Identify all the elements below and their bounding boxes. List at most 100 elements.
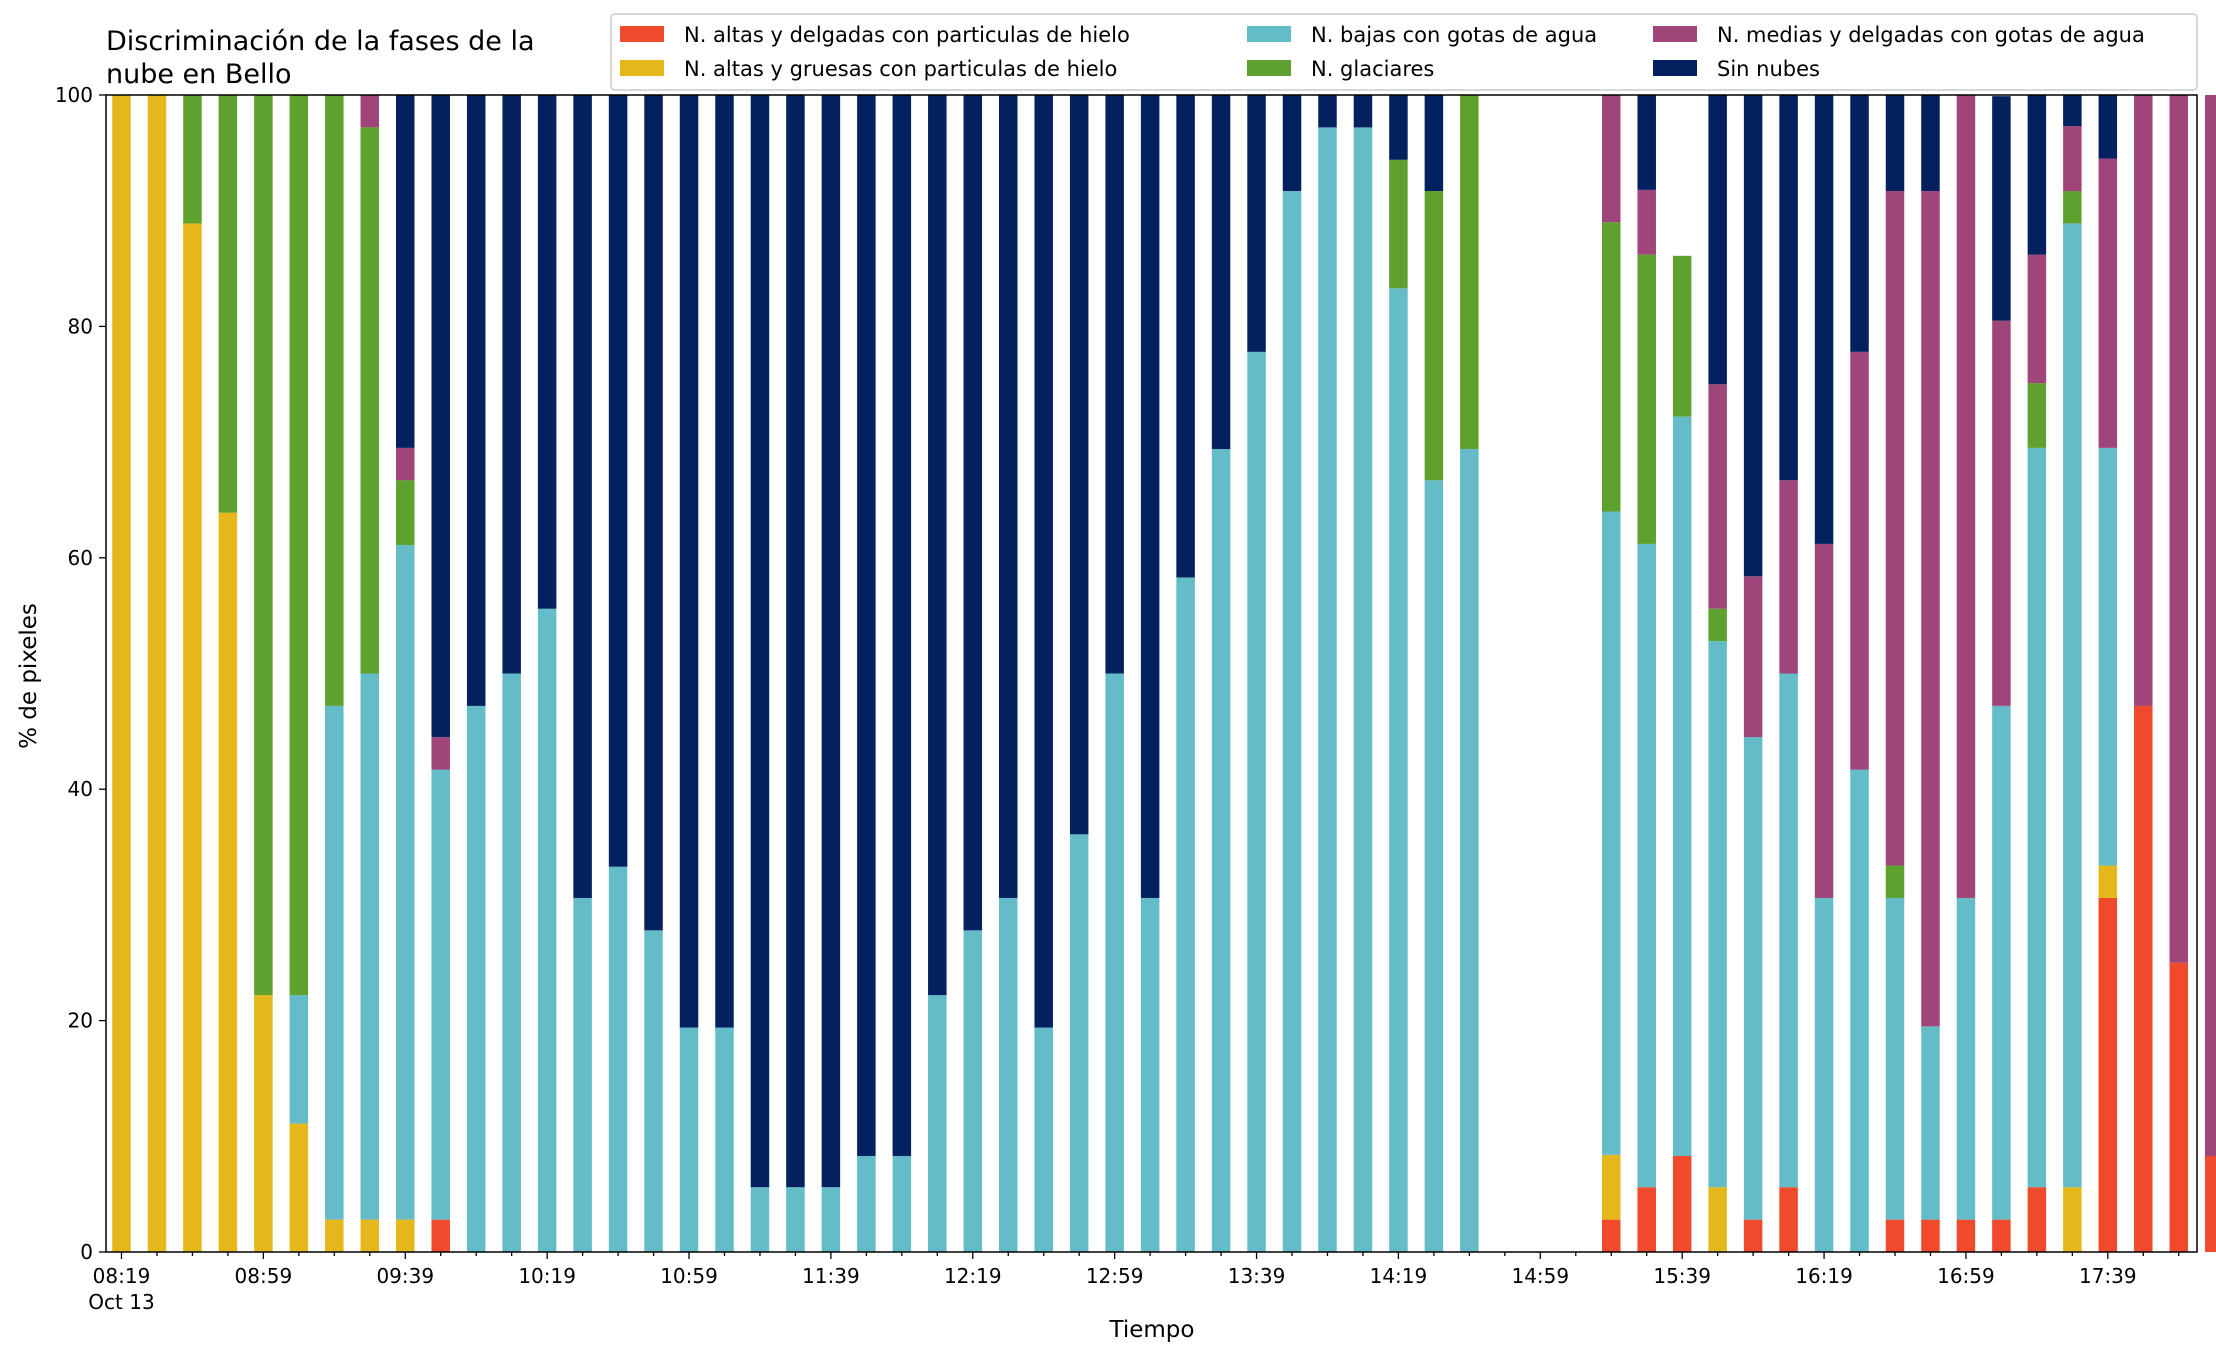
bar-segment-59-s4 [2204, 95, 2216, 1156]
bar-segment-7-s3 [360, 127, 380, 674]
bar-segment-38-s3 [1460, 95, 1479, 450]
bar-segment-57-s0 [2134, 705, 2153, 1252]
legend-label-3: N. glaciares [1311, 57, 1434, 81]
legend-swatch-4 [1653, 26, 1697, 42]
x-tick-label: 17:39 [2079, 1264, 2137, 1288]
bar-segment-45-s3 [1708, 608, 1727, 642]
bar-segment-37-s3 [1424, 191, 1444, 481]
legend-swatch-2 [1247, 26, 1291, 42]
chart-title-line-1: Discriminación de la fases de la [106, 26, 535, 57]
bar-segment-56-s1 [2098, 865, 2118, 898]
bar-segment-34-s5 [1318, 95, 1337, 128]
bar-segment-28-s2 [1105, 673, 1124, 1252]
bar-segment-37-s5 [1424, 95, 1444, 192]
bar-segment-22-s5 [892, 95, 912, 1156]
bar-segment-46-s2 [1743, 737, 1763, 1220]
x-axis-label: Tiempo [1109, 1317, 1195, 1343]
bar-segment-37-s2 [1424, 480, 1444, 1252]
bar-segment-49-s4 [1850, 351, 1869, 770]
bar-segment-19-s5 [786, 95, 805, 1188]
bar-segment-53-s4 [1992, 320, 2011, 706]
bar-segment-30-s5 [1176, 95, 1195, 578]
bar-segment-14-s5 [608, 95, 628, 867]
bar-segment-50-s2 [1885, 897, 1905, 1220]
legend-label-2: N. bajas con gotas de agua [1311, 23, 1597, 47]
bar-segment-15-s2 [644, 930, 663, 1252]
x-tick-label: 14:59 [1511, 1264, 1569, 1288]
bar-segment-2-s1 [183, 223, 202, 1253]
bar-segment-52-s4 [1956, 95, 1976, 898]
bar-segment-5-s2 [289, 995, 309, 1124]
bar-segment-18-s2 [750, 1187, 770, 1252]
bar-segment-29-s2 [1140, 897, 1160, 1252]
bar-segment-43-s2 [1637, 543, 1656, 1188]
y-axis: 0 20 40 60 80 100 [55, 83, 106, 1264]
bar-segment-42-s0 [1601, 1219, 1621, 1252]
x-tick-label: 15:39 [1653, 1264, 1711, 1288]
bar-segment-42-s2 [1601, 511, 1621, 1155]
bar-segment-45-s2 [1708, 641, 1727, 1188]
y-tick-label: 0 [80, 1240, 93, 1264]
bar-segment-42-s1 [1601, 1154, 1621, 1220]
legend-swatch-5 [1653, 60, 1697, 76]
y-axis-label: % de pixeles [16, 603, 42, 749]
bar-segment-58-s0 [2169, 962, 2189, 1252]
y-tick-label: 100 [55, 83, 93, 107]
bar-segment-42-s3 [1601, 222, 1621, 512]
bar-segment-57-s4 [2134, 95, 2153, 706]
bar-segment-25-s5 [999, 95, 1018, 898]
x-tick-label: 10:19 [518, 1264, 576, 1288]
bar-segment-9-s4 [431, 737, 450, 770]
bar-segment-8-s2 [396, 545, 415, 1220]
legend-label-0: N. altas y delgadas con particulas de hi… [684, 23, 1130, 47]
bar-segment-10-s2 [466, 705, 486, 1252]
bar-segment-47-s2 [1779, 673, 1798, 1188]
chart-title-line-2: nube en Bello [106, 59, 292, 90]
bar-segment-46-s5 [1743, 95, 1763, 577]
bar-segment-31-s5 [1211, 95, 1231, 450]
bar-segment-58-s4 [2169, 95, 2189, 963]
bar-segment-7-s2 [360, 673, 380, 1220]
bar-segment-13-s2 [573, 897, 592, 1252]
bar-segment-44-s3 [1672, 255, 1692, 417]
bar-segment-11-s2 [502, 673, 521, 1252]
bar-segment-20-s2 [821, 1187, 841, 1252]
bar-segment-20-s5 [821, 95, 841, 1188]
bar-segment-48-s4 [1814, 543, 1834, 898]
bar-segment-52-s2 [1956, 897, 1976, 1220]
y-tick-label: 40 [68, 777, 93, 801]
bar-segment-27-s2 [1069, 834, 1089, 1252]
bar-segment-36-s2 [1389, 288, 1408, 1253]
bar-segment-26-s5 [1034, 95, 1053, 1028]
bar-segment-10-s5 [466, 95, 486, 706]
legend-label-4: N. medias y delgadas con gotas de agua [1717, 23, 2145, 47]
bar-segment-55-s3 [2063, 191, 2082, 224]
bar-segment-55-s1 [2063, 1187, 2082, 1252]
bar-segment-9-s0 [431, 1219, 450, 1252]
bar-segment-17-s2 [715, 1027, 734, 1252]
bar-segment-33-s5 [1282, 95, 1302, 192]
bar-segment-45-s1 [1708, 1187, 1727, 1252]
bar-segment-50-s5 [1885, 95, 1905, 192]
x-tick-label: 10:59 [660, 1264, 718, 1288]
x-tick-sublabel: Oct 13 [88, 1290, 154, 1314]
x-tick-label: 16:19 [1795, 1264, 1853, 1288]
bar-segment-51-s5 [1921, 95, 1940, 192]
legend-swatch-0 [620, 26, 664, 42]
bar-segment-32-s5 [1247, 95, 1266, 352]
bar-segment-7-s1 [360, 1219, 380, 1252]
bar-segment-42-s4 [1601, 95, 1621, 223]
legend-swatch-3 [1247, 60, 1291, 76]
legend-box [610, 13, 2198, 91]
bar-segment-33-s2 [1282, 191, 1302, 1252]
bar-segment-54-s2 [2027, 447, 2047, 1188]
bar-segment-4-s1 [254, 995, 273, 1252]
bar-segment-27-s5 [1069, 95, 1089, 835]
bar-segment-55-s4 [2063, 126, 2082, 192]
bar-segment-24-s5 [963, 95, 983, 931]
bar-segment-13-s5 [573, 95, 592, 898]
bar-segment-53-s2 [1992, 705, 2011, 1220]
bar-segment-8-s5 [396, 95, 415, 448]
bar-segment-48-s2 [1814, 897, 1834, 1252]
